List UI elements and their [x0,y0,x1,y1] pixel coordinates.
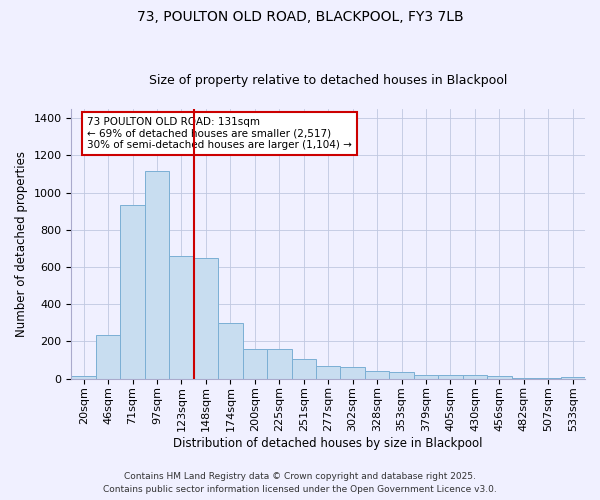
Bar [316,366,340,378]
Bar [218,323,242,378]
Bar [96,335,121,378]
Bar [145,172,169,378]
X-axis label: Distribution of detached houses by size in Blackpool: Distribution of detached houses by size … [173,437,483,450]
Text: 73, POULTON OLD ROAD, BLACKPOOL, FY3 7LB: 73, POULTON OLD ROAD, BLACKPOOL, FY3 7LB [137,10,463,24]
Bar [292,359,316,378]
Bar [169,256,194,378]
Bar [242,349,267,378]
Bar [389,372,414,378]
Bar [71,376,96,378]
Bar [438,374,463,378]
Bar [365,371,389,378]
Bar [194,258,218,378]
Text: Contains HM Land Registry data © Crown copyright and database right 2025.
Contai: Contains HM Land Registry data © Crown c… [103,472,497,494]
Bar [267,349,292,378]
Text: 73 POULTON OLD ROAD: 131sqm
← 69% of detached houses are smaller (2,517)
30% of : 73 POULTON OLD ROAD: 131sqm ← 69% of det… [87,117,352,150]
Bar [414,374,438,378]
Bar [340,366,365,378]
Bar [560,377,585,378]
Y-axis label: Number of detached properties: Number of detached properties [15,151,28,337]
Bar [121,205,145,378]
Bar [463,376,487,378]
Title: Size of property relative to detached houses in Blackpool: Size of property relative to detached ho… [149,74,508,87]
Bar [487,376,512,378]
